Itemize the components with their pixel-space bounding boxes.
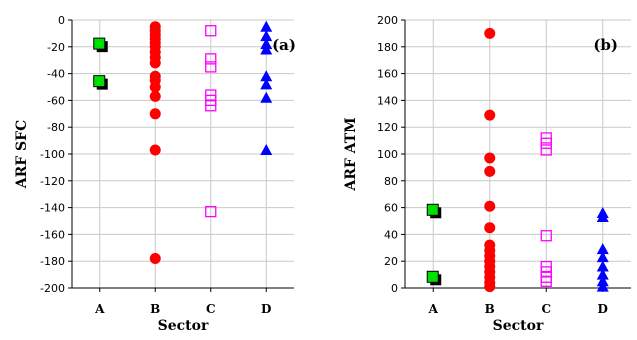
y-tick-label: 140 [377, 94, 398, 107]
data-point [149, 81, 161, 93]
data-point [205, 205, 217, 218]
data-point [260, 78, 273, 90]
panel-label: (a) [272, 36, 296, 54]
panel-label: (b) [593, 36, 618, 54]
y-tick-label: -200 [40, 282, 65, 295]
x-tick-label: A [94, 302, 105, 316]
data-point [93, 75, 106, 88]
data-point [540, 230, 552, 242]
data-point [540, 275, 552, 287]
data-point [260, 143, 273, 155]
y-tick-label: -120 [40, 175, 65, 188]
y-tick-label: 0 [58, 14, 65, 27]
x-tick-label: B [485, 302, 495, 316]
chart-panel-b: 0 20 40 60 80 100 120 140 160 180 200 A B C D Sector ARF… [343, 14, 631, 334]
data-point [596, 210, 609, 222]
data-point [149, 108, 161, 120]
y-tick-label: 160 [377, 68, 398, 81]
y-tick-label: -60 [47, 94, 65, 107]
y-tick-label: 20 [384, 255, 398, 268]
data-point [596, 243, 609, 255]
y-tick-label: -40 [47, 68, 65, 81]
data-point [596, 280, 609, 292]
data-point [540, 144, 552, 156]
data-point [149, 57, 161, 69]
data-point [260, 43, 273, 55]
data-point [484, 152, 496, 164]
y-tick-label: 0 [391, 282, 398, 295]
y-tick-label: -160 [40, 228, 65, 241]
data-point [205, 53, 217, 65]
data-point [426, 270, 439, 283]
data-point [484, 281, 496, 293]
y-tick-label: -80 [47, 121, 65, 134]
data-point [596, 251, 609, 263]
data-point [260, 30, 273, 42]
y-tick-label: -140 [40, 202, 65, 215]
x-tick-label: C [206, 302, 216, 316]
y-axis-title: ARF SFC [14, 120, 30, 190]
x-tick-label: C [541, 302, 551, 316]
y-tick-label: 180 [377, 41, 398, 54]
data-point [205, 25, 217, 37]
x-axis-title: Sector [493, 318, 544, 334]
data-point [426, 203, 439, 216]
y-axis-title: ARF ATM [343, 117, 359, 191]
data-point [484, 222, 496, 234]
x-tick-label: D [261, 302, 271, 316]
x-tick-label: A [428, 302, 439, 316]
data-point [149, 90, 161, 102]
data-point [149, 253, 161, 265]
data-point [260, 91, 273, 103]
data-point [205, 100, 217, 112]
y-tick-label: 80 [384, 175, 398, 188]
data-point [484, 165, 496, 177]
x-tick-label: D [598, 302, 608, 316]
y-tick-label: -20 [47, 41, 65, 54]
y-tick-label: 40 [384, 228, 398, 241]
y-tick-label: -100 [40, 148, 65, 161]
y-tick-label: 60 [384, 202, 398, 215]
y-tick-label: 120 [377, 121, 398, 134]
data-point [484, 27, 496, 39]
x-axis-title: Sector [158, 318, 209, 334]
data-point [260, 20, 273, 32]
y-tick-label: 100 [377, 148, 398, 161]
y-tick-label: 200 [377, 14, 398, 27]
x-tick-label: B [150, 302, 160, 316]
data-point [484, 109, 496, 121]
data-point [93, 37, 106, 50]
data-point [596, 268, 609, 280]
data-point [149, 144, 161, 156]
chart-panel-a: 0 -20 -40 -60 -80 -100 -120 -140 -160 -180 -200 A B C… [14, 14, 296, 334]
y-tick-label: -180 [40, 255, 65, 268]
data-point [484, 200, 496, 212]
data-point [540, 137, 552, 149]
data-point [596, 260, 609, 272]
data-point [205, 61, 217, 73]
data-point [260, 70, 273, 82]
